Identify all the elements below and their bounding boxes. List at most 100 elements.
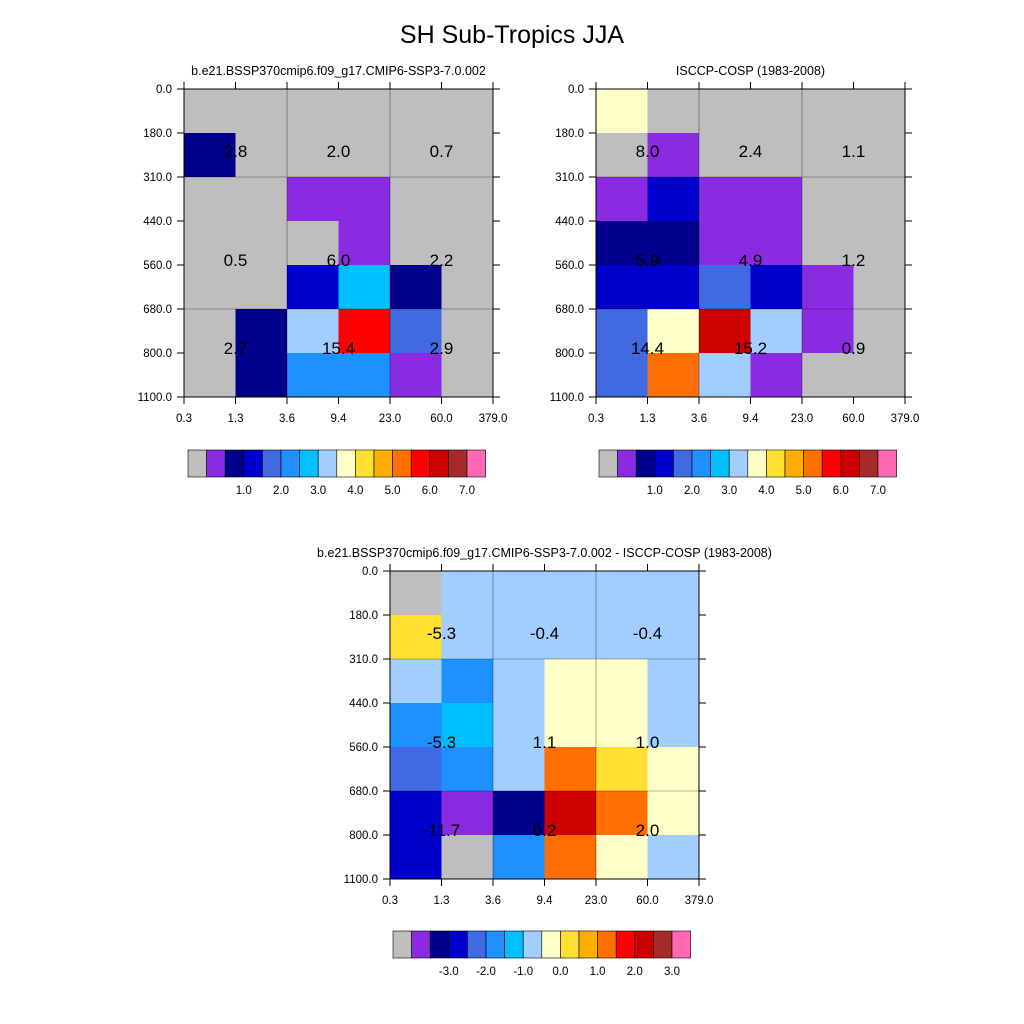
heatmap-cell <box>699 89 751 134</box>
heatmap-cells <box>390 571 700 880</box>
heatmap-cell <box>390 835 442 880</box>
box-value-label: 6.0 <box>327 251 351 270</box>
heatmap-cell <box>287 265 339 310</box>
heatmap-cell <box>699 133 751 178</box>
colorbar-swatch <box>429 930 450 959</box>
heatmap-cell <box>802 177 854 222</box>
heatmap-cell <box>699 265 751 310</box>
colorbar-swatch <box>654 449 674 478</box>
colorbar-label: 1.0 <box>647 485 663 497</box>
box-value-label: 4.9 <box>739 251 763 270</box>
heatmap-cell <box>390 571 442 616</box>
heatmap-cell <box>853 221 906 266</box>
heatmap-cell <box>441 133 494 178</box>
colorbar-swatch <box>429 449 449 478</box>
heatmap-cell <box>441 659 494 704</box>
colorbar-label: 3.0 <box>664 966 680 978</box>
box-value-label: 0.2 <box>533 821 557 840</box>
x-tick-label: 60.0 <box>636 895 658 907</box>
y-tick-label: 800.0 <box>555 348 584 360</box>
heatmap-cell <box>544 791 597 836</box>
heatmap-cell <box>390 221 442 266</box>
x-tick-label: 60.0 <box>842 413 864 425</box>
box-value-label: 1.1 <box>842 142 866 161</box>
heatmap-cell <box>493 791 545 836</box>
y-tick-label: 180.0 <box>143 128 172 140</box>
heatmap-cell <box>596 791 648 836</box>
y-tick-label: 180.0 <box>349 610 378 622</box>
heatmap-cell <box>647 615 700 660</box>
colorbar-swatch <box>541 930 561 959</box>
heatmap-cell <box>596 659 648 704</box>
x-tick-label: 0.3 <box>382 895 398 907</box>
x-tick-label: 23.0 <box>585 895 607 907</box>
heatmap-cell <box>544 659 597 704</box>
heatmap-cell <box>338 177 391 222</box>
heatmap-cell <box>493 835 545 880</box>
heatmap-cell <box>235 89 288 134</box>
colorbar-swatch <box>448 449 468 478</box>
colorbar-swatch <box>766 449 786 478</box>
grid-lines <box>390 571 699 879</box>
colorbar-label: -3.0 <box>439 966 459 978</box>
heatmap-cell <box>184 133 236 178</box>
colorbar-swatch <box>317 449 338 478</box>
colorbar-swatch <box>392 449 412 478</box>
colorbar-swatch <box>392 930 412 959</box>
colorbar-swatch <box>803 449 823 478</box>
colorbar-swatch <box>504 930 524 959</box>
heatmap-cell <box>235 265 288 310</box>
colorbar-label: 2.0 <box>627 966 643 978</box>
heatmap-cell <box>493 747 545 792</box>
heatmap-cell <box>647 177 700 222</box>
heatmap-cell <box>699 309 751 354</box>
heatmap-cell <box>596 353 648 398</box>
heatmap-cell <box>853 133 906 178</box>
colorbar-swatch <box>578 930 598 959</box>
heatmap-cell <box>853 353 906 398</box>
heatmap-cell <box>596 703 648 748</box>
heatmap-cell <box>338 265 391 310</box>
y-tick-label: 680.0 <box>143 304 172 316</box>
heatmap-cell <box>441 615 494 660</box>
colorbar-swatch <box>877 449 897 478</box>
y-tick-label: 560.0 <box>349 742 378 754</box>
colorbar-label: 1.0 <box>236 485 252 497</box>
box-value-label: 14.4 <box>631 339 664 358</box>
heatmap-cell <box>235 309 288 354</box>
colorbar-swatch <box>821 449 842 478</box>
y-tick-label: 680.0 <box>349 786 378 798</box>
colorbar-swatch <box>411 930 431 959</box>
heatmap-cell <box>493 659 545 704</box>
heatmap-cell <box>441 791 494 836</box>
heatmap-cell <box>184 221 236 266</box>
plot-3: b.e21.BSSP370cmip6.f09_g17.CMIP6-SSP3-7.… <box>317 546 772 978</box>
heatmap-cell <box>596 89 648 134</box>
heatmap-cell <box>441 265 494 310</box>
heatmap-cell <box>390 353 442 398</box>
heatmap-cell <box>184 89 236 134</box>
heatmap-cell <box>184 265 236 310</box>
heatmap-cell <box>647 703 700 748</box>
box-value-label: 2.0 <box>327 142 351 161</box>
heatmap-cell <box>596 615 648 660</box>
heatmap-cell <box>287 309 339 354</box>
heatmap-cell <box>699 177 751 222</box>
box-value-label: 1.0 <box>636 733 660 752</box>
heatmap-cell <box>287 177 339 222</box>
box-value-label: 0.5 <box>224 251 248 270</box>
box-value-label: 0.7 <box>430 142 454 161</box>
grid-lines <box>596 89 905 397</box>
x-tick-label: 23.0 <box>379 413 401 425</box>
y-tick-label: 0.0 <box>362 566 378 578</box>
heatmap-cell <box>596 309 648 354</box>
box-value-label: 15.4 <box>322 339 355 358</box>
heatmap-cell <box>750 265 803 310</box>
heatmap-cell <box>853 89 906 134</box>
y-tick-label: 440.0 <box>143 216 172 228</box>
heatmap-cell <box>493 615 545 660</box>
colorbar: 1.0 2.0 3.0 4.0 5.0 6.0 7.0 <box>598 449 897 497</box>
y-tick-label: 1100.0 <box>550 392 584 404</box>
heatmap-cell <box>235 133 288 178</box>
plot-1: b.e21.BSSP370cmip6.f09_g17.CMIP6-SSP3-7.… <box>138 64 508 497</box>
